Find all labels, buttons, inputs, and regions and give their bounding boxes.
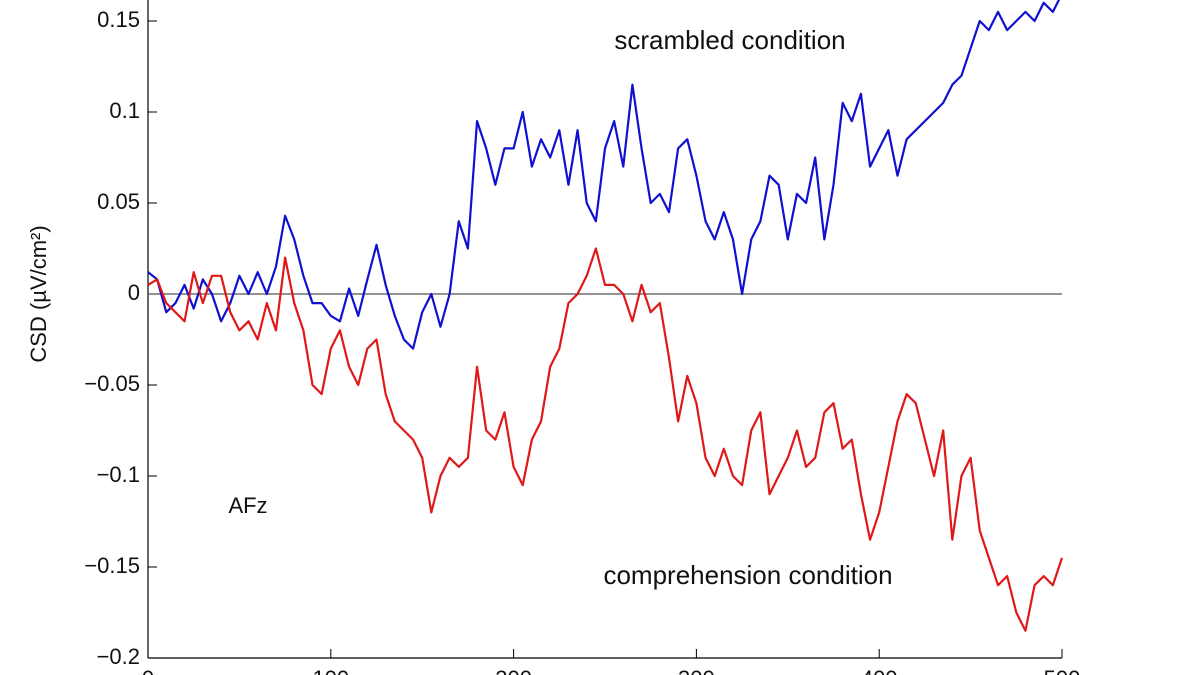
y-tick-label: 0 <box>128 280 140 305</box>
x-tick-label: 400 <box>861 666 898 675</box>
y-tick-label: 0.15 <box>97 7 140 32</box>
y-axis-label: CSD (µV/cm²) <box>26 225 51 362</box>
series-line <box>147 247 1064 632</box>
annotation: scrambled condition <box>614 25 845 55</box>
y-tick-label: −0.2 <box>97 644 140 669</box>
y-tick-label: −0.05 <box>84 371 140 396</box>
y-tick-label: −0.1 <box>97 462 140 487</box>
y-tick-label: 0.05 <box>97 189 140 214</box>
x-tick-label: 500 <box>1044 666 1081 675</box>
annotation: comprehension condition <box>603 560 892 590</box>
x-tick-label: 200 <box>495 666 532 675</box>
series-line <box>147 0 1061 350</box>
x-tick-label: 0 <box>142 666 154 675</box>
y-tick-label: −0.15 <box>84 553 140 578</box>
y-tick-label: 0.1 <box>109 98 140 123</box>
x-tick-label: 300 <box>678 666 715 675</box>
x-tick-label: 100 <box>312 666 349 675</box>
annotation: AFz <box>228 493 267 518</box>
